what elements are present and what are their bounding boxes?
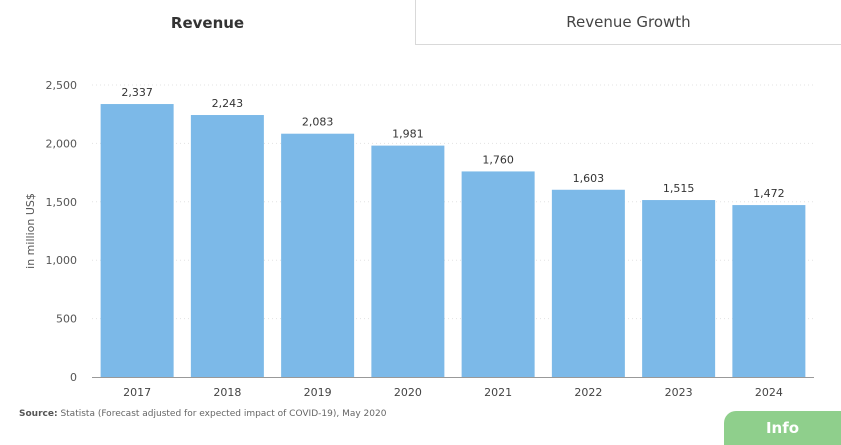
- source-label: Source:: [19, 409, 58, 419]
- x-tick-label: 2018: [213, 386, 241, 399]
- y-tick-label: 2,000: [46, 137, 78, 150]
- data-label: 1,472: [753, 187, 785, 200]
- bar: [190, 115, 264, 377]
- x-tick-label: 2017: [123, 386, 151, 399]
- tab-bar: Revenue Revenue Growth: [0, 0, 841, 45]
- source-note: Source: Statista (Forecast adjusted for …: [19, 409, 386, 419]
- y-axis-title: in million US$: [24, 193, 37, 269]
- bar: [461, 171, 535, 377]
- y-tick-label: 1,000: [46, 254, 78, 267]
- y-tick-label: 500: [56, 313, 77, 326]
- source-text: Statista (Forecast adjusted for expected…: [60, 409, 387, 419]
- revenue-bar-chart: 0 500 1,000 1,500 2,000 2,500 in million US$ 2,…: [24, 79, 814, 399]
- x-tick-label: 2020: [394, 386, 422, 399]
- data-label: 1,981: [392, 128, 424, 141]
- x-tick-label: 2023: [665, 386, 693, 399]
- data-label: 2,083: [302, 116, 334, 129]
- bar: [551, 189, 625, 377]
- bar: [371, 145, 445, 377]
- x-tick-label: 2019: [304, 386, 332, 399]
- tab-revenue-growth[interactable]: Revenue Growth: [415, 0, 841, 45]
- x-tick-label: 2021: [484, 386, 512, 399]
- info-button[interactable]: Info: [724, 411, 841, 445]
- data-label: 2,337: [121, 86, 153, 99]
- bar: [642, 200, 716, 377]
- data-label: 1,603: [573, 172, 605, 185]
- x-tick-label: 2024: [755, 386, 783, 399]
- bar: [100, 104, 174, 378]
- bar: [281, 133, 355, 377]
- x-tick-label: 2022: [574, 386, 602, 399]
- y-tick-label: 0: [70, 371, 77, 384]
- data-label: 1,515: [663, 182, 695, 195]
- bar: [732, 205, 806, 377]
- data-label: 2,243: [212, 97, 244, 110]
- data-label: 1,760: [482, 153, 514, 166]
- y-tick-label: 2,500: [46, 79, 78, 92]
- y-tick-label: 1,500: [46, 196, 78, 209]
- tab-revenue[interactable]: Revenue: [0, 0, 415, 45]
